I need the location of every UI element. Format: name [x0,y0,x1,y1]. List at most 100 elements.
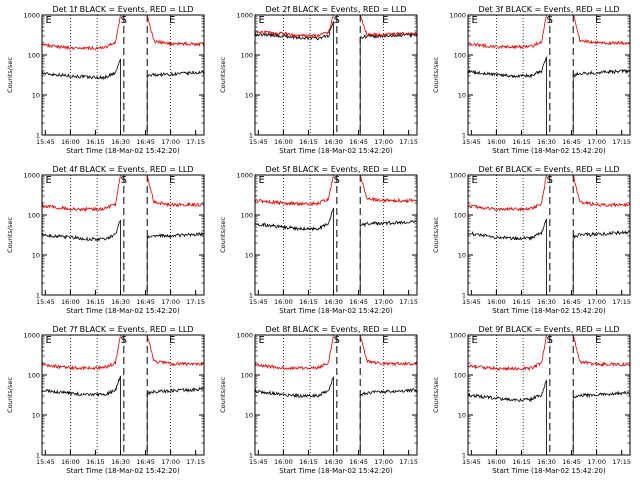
events-series-line [572,69,631,135]
y-tick-label: 10 [458,412,466,420]
events-series-line [146,231,205,295]
y-tick-label: 10 [458,252,466,260]
x-tick-label: 16:45 [349,298,368,306]
lld-series-line [359,174,418,204]
chart-panel-7: Det 7f BLACK = Events, RED = LLD 1 10 100 10… [6,325,205,475]
x-tick-label: 16:45 [136,298,155,306]
x-tick-label: 16:30 [111,458,130,466]
event-marker-e: E [382,335,388,346]
event-marker-s: S [334,335,340,346]
event-marker-e: E [382,175,388,186]
y-tick-label: 1000 [449,172,466,180]
y-axis-label: Counts/sec [6,217,14,253]
x-tick-label: 16:00 [61,458,80,466]
x-axis-label: Start Time (18-Mar-02 15:42:20) [492,467,606,475]
event-marker-e: E [595,335,601,346]
x-tick-label: 16:30 [324,458,343,466]
x-tick-label: 16:15 [512,138,531,146]
y-tick-label: 1 [462,292,466,300]
events-series-line [467,379,547,455]
chart-title: Det 5f BLACK = Events, RED = LLD [265,165,406,174]
x-tick-label: 17:15 [186,138,205,146]
lld-series-line [467,334,547,372]
x-tick-label: 17:00 [374,138,393,146]
chart-title: Det 4f BLACK = Events, RED = LLD [52,165,193,174]
x-tick-label: 16:30 [324,298,343,306]
y-tick-label: 1000 [449,332,466,340]
y-tick-label: 10 [458,92,466,100]
x-tick-label: 16:00 [61,138,80,146]
x-axis-label: Start Time (18-Mar-02 15:42:20) [66,147,180,155]
x-tick-label: 15:45 [249,298,268,306]
event-marker-e: E [472,15,478,26]
chart-panel-4: Det 4f BLACK = Events, RED = LLD 1 10 100 10… [6,165,205,315]
x-tick-label: 16:15 [512,298,531,306]
plot-frame [41,174,205,296]
events-series-line [359,32,418,135]
x-tick-label: 17:00 [587,138,606,146]
x-tick-label: 16:00 [487,298,506,306]
event-marker-e: E [169,335,175,346]
y-axis-label: Counts/sec [432,217,440,253]
y-tick-label: 1000 [23,12,40,20]
x-tick-label: 17:00 [587,298,606,306]
y-tick-label: 1 [36,292,40,300]
y-axis-label: Counts/sec [432,377,440,413]
y-tick-label: 1 [36,452,40,460]
events-series-line [359,219,418,295]
x-axis-label: Start Time (18-Mar-02 15:42:20) [492,307,606,315]
event-marker-s: S [121,15,127,26]
x-tick-label: 16:15 [299,138,318,146]
chart-panel-3: Det 3f BLACK = Events, RED = LLD 1 10 100 10… [432,5,631,155]
y-tick-label: 1 [462,452,466,460]
event-marker-e: E [472,175,478,186]
x-tick-label: 15:45 [36,298,55,306]
events-series-line [359,388,418,455]
lld-series-line [146,334,205,367]
x-tick-label: 16:30 [324,138,343,146]
y-tick-label: 10 [32,92,40,100]
lld-series-line [572,14,631,46]
plot-frame [254,174,418,296]
lld-series-line [467,14,547,50]
lld-series-line [41,174,121,213]
x-tick-label: 16:45 [562,458,581,466]
y-tick-label: 100 [454,212,466,220]
events-series-line [254,207,334,295]
x-tick-label: 17:00 [161,458,180,466]
y-axis-label: Counts/sec [219,377,227,413]
x-tick-label: 17:15 [399,458,418,466]
y-tick-label: 1 [249,452,253,460]
x-tick-label: 16:45 [562,138,581,146]
chart-title: Det 3f BLACK = Events, RED = LLD [478,5,619,14]
x-tick-label: 17:15 [612,138,631,146]
x-tick-label: 16:30 [537,298,556,306]
y-axis-label: Counts/sec [219,57,227,93]
lld-series-line [254,174,334,207]
event-marker-s: S [334,15,340,26]
y-tick-label: 1000 [236,172,253,180]
chart-title: Det 2f BLACK = Events, RED = LLD [265,5,406,14]
y-tick-label: 1 [462,132,466,140]
y-tick-label: 100 [28,52,40,60]
plot-frame [467,174,631,296]
x-tick-label: 15:45 [462,298,481,306]
plot-frame [41,14,205,136]
chart-title: Det 1f BLACK = Events, RED = LLD [52,5,193,14]
lld-series-line [146,174,205,208]
y-tick-label: 100 [241,372,253,380]
x-tick-label: 16:30 [537,138,556,146]
x-tick-label: 16:00 [487,458,506,466]
y-tick-label: 10 [245,412,253,420]
y-tick-label: 10 [32,412,40,420]
lld-series-line [41,334,121,372]
x-tick-label: 17:00 [374,298,393,306]
y-tick-label: 1 [249,292,253,300]
x-tick-label: 17:00 [374,458,393,466]
x-axis-label: Start Time (18-Mar-02 15:42:20) [279,467,393,475]
x-tick-label: 16:30 [111,298,130,306]
events-series-line [42,375,121,455]
events-series-line [572,390,631,455]
x-tick-label: 15:45 [249,458,268,466]
